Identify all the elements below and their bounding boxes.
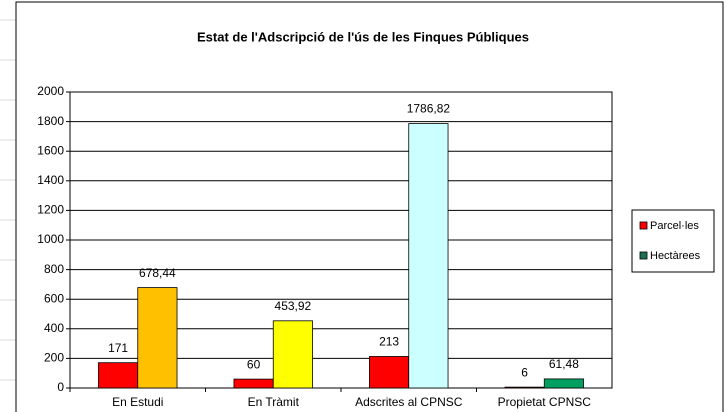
sheet-background xyxy=(0,19,16,381)
chart-title: Estat de l'Adscripció de l'ús de les Fin… xyxy=(197,29,529,44)
bar xyxy=(272,320,313,389)
bar xyxy=(369,356,410,389)
legend-swatch xyxy=(639,221,648,230)
y-tick-label: 800 xyxy=(44,262,64,276)
data-label: 60 xyxy=(247,357,261,371)
x-tick-label: Adscrites al CPNSC xyxy=(355,395,463,409)
legend-label: Hectàrees xyxy=(650,250,701,262)
bar xyxy=(408,123,449,389)
bar xyxy=(504,386,545,389)
bar xyxy=(137,287,178,389)
data-label: 213 xyxy=(379,335,399,349)
data-label: 61,48 xyxy=(549,357,579,371)
legend-swatch xyxy=(639,251,648,260)
x-tick-label: En Estudi xyxy=(112,395,163,409)
bar xyxy=(233,378,274,389)
y-tick-label: 200 xyxy=(44,351,64,365)
y-tick-label: 1000 xyxy=(37,232,64,246)
bar xyxy=(543,378,584,389)
bar xyxy=(98,362,139,389)
data-label: 1786,82 xyxy=(407,102,451,116)
legend xyxy=(631,209,715,273)
data-label: 6 xyxy=(521,365,528,379)
y-tick-label: 600 xyxy=(44,291,64,305)
y-tick-label: 400 xyxy=(44,321,64,335)
legend-label: Parcel·les xyxy=(650,220,699,232)
y-tick-label: 1400 xyxy=(37,173,64,187)
data-label: 453,92 xyxy=(275,299,312,313)
y-tick-label: 1600 xyxy=(37,143,64,157)
x-tick-label: En Tràmit xyxy=(248,395,300,409)
data-label: 171 xyxy=(108,341,128,355)
y-tick-label: 0 xyxy=(57,380,64,394)
data-label: 678,44 xyxy=(139,266,176,280)
x-tick-label: Propietat CPNSC xyxy=(498,395,592,409)
y-tick-label: 1800 xyxy=(37,114,64,128)
y-tick-label: 1200 xyxy=(37,203,64,217)
y-tick-label: 2000 xyxy=(37,84,64,98)
